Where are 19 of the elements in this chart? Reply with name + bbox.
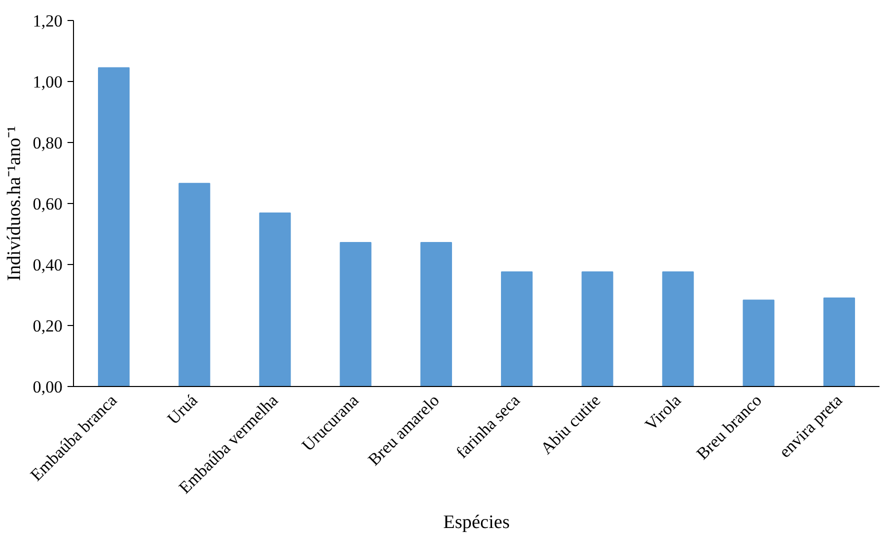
bar (500, 271, 533, 386)
y-axis-title: Indivíduos.ha⁻¹ano⁻¹ (4, 126, 25, 281)
y-tick-label: 0,40 (32, 256, 62, 274)
y-tick-label: 0,60 (32, 194, 62, 214)
y-tick-label: 1,00 (32, 72, 62, 92)
bar (98, 67, 130, 386)
bar (340, 242, 372, 386)
bar (582, 271, 614, 386)
y-tick-label: 1,20 (32, 12, 62, 30)
bar (662, 271, 694, 386)
bar (823, 298, 856, 386)
y-tick-label: 0,80 (32, 134, 62, 152)
bar (259, 212, 291, 386)
x-axis-title: Espécies (443, 512, 510, 534)
bar (742, 300, 774, 386)
bar (178, 182, 210, 386)
bar (420, 242, 452, 386)
y-tick-label: 0,20 (32, 316, 62, 336)
y-tick-label: 0,00 (32, 378, 62, 396)
